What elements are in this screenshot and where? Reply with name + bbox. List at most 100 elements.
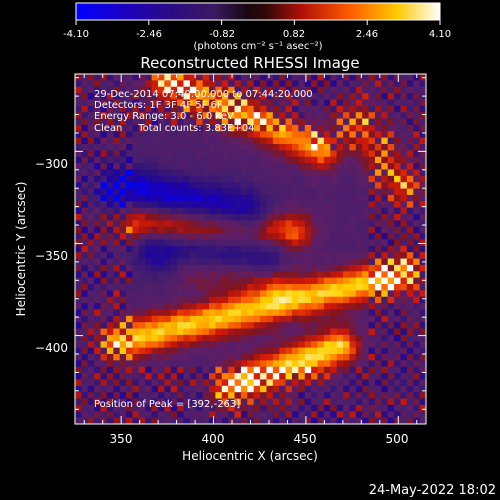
heatmap-pixel [285,417,293,425]
heatmap-pixel [304,315,312,323]
heatmap-pixel [266,404,274,412]
heatmap-pixel [387,144,395,151]
heatmap-pixel [260,239,267,247]
heatmap-pixel [119,315,127,323]
heatmap-pixel [215,271,223,279]
heatmap-pixel [394,366,401,374]
heatmap-pixel [343,175,350,183]
heatmap-pixel [170,366,178,374]
heatmap-pixel [253,124,261,132]
heatmap-pixel [419,163,427,170]
heatmap-pixel [132,214,140,221]
heatmap-pixel [394,214,401,221]
heatmap-pixel [228,118,235,126]
heatmap-pixel [209,354,216,361]
heatmap-pixel [368,334,376,342]
heatmap-pixel [209,163,216,170]
heatmap-pixel [304,411,312,419]
heatmap-pixel [234,277,242,285]
heatmap-pixel [394,328,401,336]
heatmap-pixel [381,296,389,304]
colorbar-tick-label: -0.82 [209,29,235,40]
heatmap-pixel [119,156,127,164]
heatmap-pixel [247,379,255,387]
heatmap-pixel [189,105,197,113]
heatmap-pixel [374,239,382,247]
heatmap-pixel [387,124,395,132]
heatmap-pixel [247,296,255,304]
heatmap-pixel [355,328,363,336]
heatmap-pixel [413,379,421,387]
heatmap-pixel [164,182,172,189]
heatmap-pixel [413,156,421,164]
heatmap-pixel [304,290,312,298]
heatmap-pixel [221,354,229,361]
heatmap-pixel [202,341,210,349]
heatmap-pixel [138,360,146,368]
heatmap-pixel [374,354,382,361]
heatmap-pixel [311,86,318,94]
heatmap-pixel [132,137,140,145]
heatmap-pixel [279,258,286,266]
heatmap-pixel [240,86,248,94]
heatmap-pixel [368,277,376,285]
heatmap-pixel [381,277,389,285]
heatmap-pixel [87,404,95,412]
heatmap-pixel [247,398,255,406]
heatmap-pixel [336,290,344,298]
heatmap-pixel [323,328,331,336]
heatmap-pixel [323,226,331,234]
heatmap-pixel [343,271,350,279]
heatmap-pixel [413,201,421,209]
heatmap-pixel [138,366,146,374]
heatmap-pixel [240,258,248,266]
heatmap-pixel [266,182,274,189]
heatmap-pixel [406,214,414,221]
heatmap-pixel [170,398,178,406]
heatmap-pixel [228,284,235,291]
heatmap-pixel [311,296,318,304]
heatmap-pixel [298,182,306,189]
heatmap-pixel [260,347,267,355]
heatmap-pixel [311,404,318,412]
heatmap-pixel [177,385,184,393]
heatmap-pixel [119,296,127,304]
heatmap-pixel [311,354,318,361]
heatmap-pixel [138,169,146,177]
heatmap-pixel [189,144,197,151]
heatmap-pixel [151,398,159,406]
heatmap-pixel [317,124,325,132]
heatmap-pixel [355,137,363,145]
heatmap-pixel [374,398,382,406]
heatmap-pixel [151,290,159,298]
heatmap-pixel [75,411,82,419]
heatmap-pixel [170,245,178,253]
heatmap-pixel [298,74,306,81]
heatmap-pixel [240,322,248,329]
heatmap-pixel [138,112,146,119]
heatmap-pixel [272,226,280,234]
heatmap-pixel [362,258,369,266]
heatmap-pixel [234,347,242,355]
heatmap-pixel [126,118,133,126]
heatmap-pixel [126,226,133,234]
heatmap-pixel [221,201,229,209]
heatmap-pixel [100,354,108,361]
heatmap-pixel [330,156,338,164]
heatmap-pixel [234,309,242,317]
heatmap-pixel [209,207,216,215]
heatmap-pixel [291,284,299,291]
heatmap-pixel [387,379,395,387]
heatmap-pixel [355,379,363,387]
heatmap-pixel [132,277,140,285]
heatmap-pixel [304,322,312,329]
heatmap-pixel [196,93,204,100]
heatmap-pixel [119,284,127,291]
heatmap-pixel [298,366,306,374]
heatmap-pixel [189,379,197,387]
heatmap-pixel [355,404,363,412]
heatmap-pixel [215,163,223,170]
heatmap-pixel [151,284,159,291]
heatmap-pixel [228,404,235,412]
heatmap-pixel [151,105,159,113]
